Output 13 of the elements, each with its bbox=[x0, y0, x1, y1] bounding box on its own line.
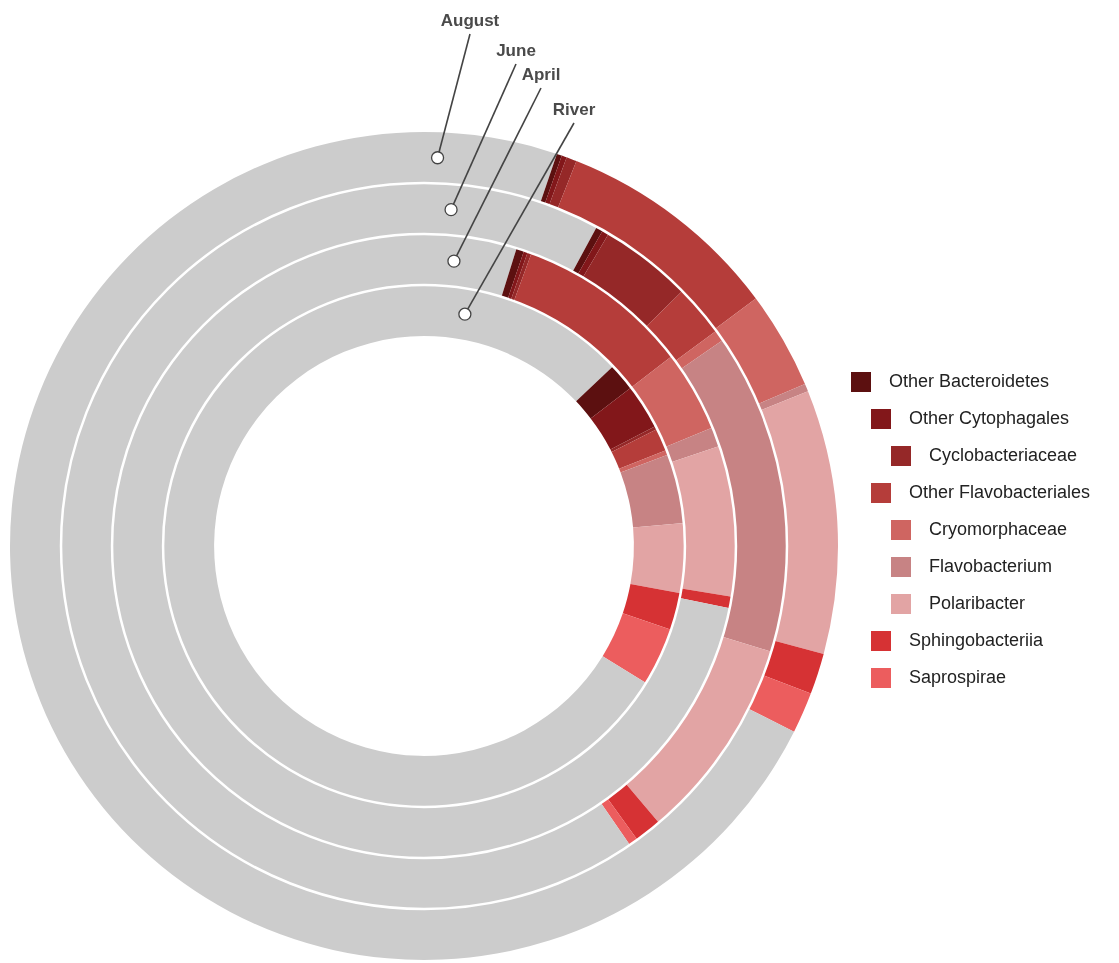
slice-label: April bbox=[521, 65, 561, 85]
legend-label: Flavobacterium bbox=[929, 556, 1053, 577]
slice-label: August bbox=[440, 11, 500, 31]
legend-label: Other Cytophagales bbox=[909, 408, 1070, 429]
legend-label: Cyclobacteriaceae bbox=[929, 445, 1078, 466]
legend-label: Sphingobacteriia bbox=[909, 630, 1044, 651]
legend-label: Polaribacter bbox=[929, 593, 1026, 614]
slice-label: River bbox=[552, 100, 596, 120]
legend-label: Saprospirae bbox=[909, 667, 1007, 688]
legend-label: Other Flavobacteriales bbox=[909, 482, 1091, 503]
slice-label: June bbox=[496, 41, 536, 61]
legend-label: Cryomorphaceae bbox=[929, 519, 1068, 540]
legend-label: Other Bacteroidetes bbox=[889, 371, 1050, 392]
